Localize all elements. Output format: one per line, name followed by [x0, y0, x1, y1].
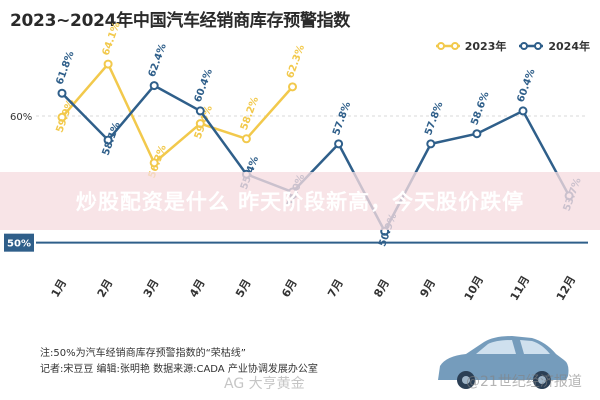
x-tick-label: 2月: [95, 277, 116, 300]
x-tick-label: 9月: [417, 277, 438, 300]
note-credits: 记者:宋豆豆 编辑:张明艳 数据来源:CADA 产业协调发展办公室: [40, 364, 318, 375]
data-point-2023: [241, 134, 251, 144]
data-label-2024: 61.8%: [54, 50, 76, 86]
x-tick-label: 1月: [49, 277, 70, 300]
data-point-2024: [195, 106, 205, 116]
data-point-2023: [288, 82, 297, 92]
x-tick-label: 6月: [279, 277, 300, 300]
x-tick-label: 7月: [325, 277, 346, 300]
overlay-banner: 炒股配资是什么 昨天阶段新高，今天股价跌停: [0, 172, 600, 230]
car-illustration: [438, 336, 569, 389]
watermark-left: AG 大亨黄金: [224, 376, 305, 392]
data-point-2024: [57, 88, 67, 98]
note-threshold: 注:50%为汽车经销商库存预警指数的“荣枯线”: [40, 348, 246, 359]
data-label-2023: 64.1%: [101, 21, 123, 57]
data-label-2024: 60.4%: [515, 68, 537, 104]
legend-item-2023: 2023年: [435, 38, 507, 54]
x-tick-label: 4月: [187, 277, 208, 300]
x-tick-label: 3月: [141, 277, 162, 300]
y-tick-label: 60%: [10, 112, 32, 123]
threshold-label: 50%: [7, 239, 31, 250]
data-label-2023: 62.3%: [285, 44, 307, 80]
data-point-2023: [57, 112, 67, 122]
threshold-badge: [4, 233, 34, 252]
data-point-2024: [149, 81, 159, 91]
data-label-2024: 60.4%: [193, 68, 215, 104]
x-tick-label: 5月: [233, 277, 254, 300]
legend-label-2023: 2023年: [464, 40, 507, 53]
data-point-2024: [426, 139, 436, 149]
data-point-2024: [103, 135, 113, 145]
data-point-2024: [334, 139, 344, 149]
data-label-2024: 57.8%: [423, 101, 445, 137]
legend-label-2024: 2024年: [548, 40, 590, 53]
x-tick-label: 10月: [462, 274, 486, 303]
series-line-2024: [61, 84, 571, 234]
x-tick-label: 8月: [371, 277, 392, 300]
chart-title: 2023~2024年中国汽车经销商库存预警指数: [10, 11, 350, 31]
legend-item-2024: 2024年: [518, 38, 590, 54]
legend-swatch-2023: [435, 42, 460, 50]
data-label-2024: 62.4%: [147, 42, 169, 78]
legend-swatch-2024: [519, 42, 544, 50]
data-label-2024: 57.8%: [331, 101, 353, 137]
data-label-2024: 58.6%: [469, 90, 491, 126]
x-tick-label: 12月: [554, 274, 578, 303]
series-line-2023: [61, 61, 294, 165]
notes: 注:50%为汽车经销商库存预警指数的“荣枯线” 记者:宋豆豆 编辑:张明艳 数据…: [40, 346, 318, 378]
x-tick-label: 11月: [508, 274, 532, 303]
data-point-2024: [472, 129, 482, 139]
data-point-2023: [149, 158, 159, 168]
data-point-2023: [195, 119, 205, 129]
data-point-2024: [518, 106, 528, 116]
legend: 2023年 2024年: [435, 38, 590, 54]
watermark-right: @21世纪经济报道: [466, 374, 582, 390]
data-point-2023: [103, 59, 113, 69]
